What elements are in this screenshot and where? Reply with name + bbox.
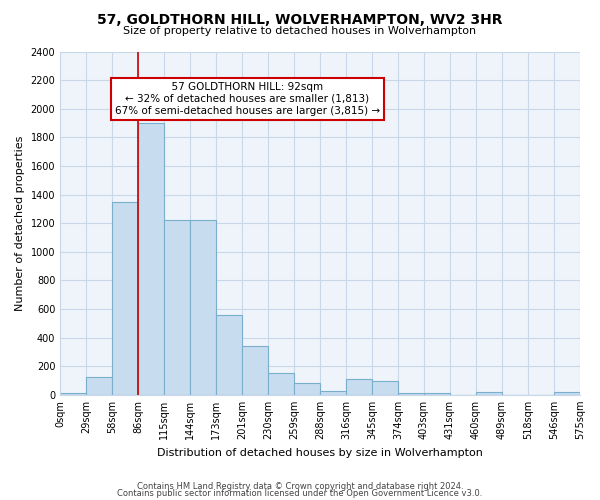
Bar — [190, 220, 216, 395]
Bar — [60, 394, 86, 395]
Bar — [476, 392, 502, 395]
Bar — [242, 346, 268, 395]
Text: Contains HM Land Registry data © Crown copyright and database right 2024.: Contains HM Land Registry data © Crown c… — [137, 482, 463, 491]
Bar — [86, 377, 112, 395]
Bar — [216, 314, 242, 395]
Bar — [112, 202, 138, 395]
Bar — [138, 123, 164, 395]
Bar — [346, 379, 372, 395]
Text: Size of property relative to detached houses in Wolverhampton: Size of property relative to detached ho… — [124, 26, 476, 36]
X-axis label: Distribution of detached houses by size in Wolverhampton: Distribution of detached houses by size … — [157, 448, 483, 458]
Bar — [320, 390, 346, 395]
Y-axis label: Number of detached properties: Number of detached properties — [15, 136, 25, 311]
Text: 57, GOLDTHORN HILL, WOLVERHAMPTON, WV2 3HR: 57, GOLDTHORN HILL, WOLVERHAMPTON, WV2 3… — [97, 12, 503, 26]
Bar — [424, 392, 450, 395]
Bar — [372, 380, 398, 395]
Bar — [398, 392, 424, 395]
Bar — [164, 220, 190, 395]
Text: 57 GOLDTHORN HILL: 92sqm  
← 32% of detached houses are smaller (1,813)
67% of s: 57 GOLDTHORN HILL: 92sqm ← 32% of detach… — [115, 82, 380, 116]
Bar — [268, 372, 294, 395]
Bar — [554, 392, 580, 395]
Bar — [294, 384, 320, 395]
Text: Contains public sector information licensed under the Open Government Licence v3: Contains public sector information licen… — [118, 489, 482, 498]
